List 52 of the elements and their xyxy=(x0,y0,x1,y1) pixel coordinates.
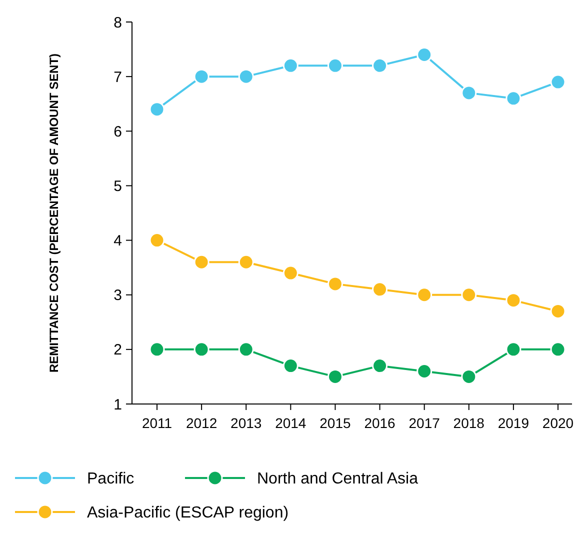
x-tick-label: 2020 xyxy=(542,415,574,431)
y-tick-label: 1 xyxy=(114,396,122,414)
point xyxy=(194,342,210,358)
point xyxy=(327,276,343,292)
point xyxy=(416,46,432,62)
point xyxy=(282,58,298,74)
point xyxy=(416,364,432,380)
x-tick-label: 2012 xyxy=(186,415,218,431)
point xyxy=(461,368,477,384)
point xyxy=(461,85,477,101)
legend-label: Pacific xyxy=(87,470,134,488)
point xyxy=(372,282,388,298)
point xyxy=(506,90,522,106)
x-tick-label: 2013 xyxy=(230,415,262,431)
x-tick-label: 2014 xyxy=(275,415,306,431)
point xyxy=(149,342,165,358)
x-tick-label: 2015 xyxy=(320,415,352,431)
legend-label: Asia-Pacific (ESCAP region) xyxy=(87,504,289,522)
point xyxy=(550,74,566,90)
legend-label: North and Central Asia xyxy=(257,470,418,488)
point xyxy=(149,232,165,248)
point xyxy=(327,368,343,384)
point xyxy=(327,58,343,74)
point xyxy=(372,358,388,374)
y-tick-label: 8 xyxy=(114,14,122,32)
x-tick-label: 2018 xyxy=(453,415,485,431)
point xyxy=(282,265,298,281)
y-tick-label: 2 xyxy=(114,342,122,359)
point xyxy=(461,287,477,303)
point xyxy=(194,68,210,84)
point xyxy=(416,287,432,303)
point xyxy=(282,358,298,374)
y-tick-label: 3 xyxy=(114,287,122,304)
x-tick-label: 2019 xyxy=(498,415,530,431)
point xyxy=(238,68,254,84)
point xyxy=(506,342,522,358)
point xyxy=(550,342,566,358)
y-tick-label: 7 xyxy=(114,68,122,86)
point xyxy=(550,303,566,319)
x-tick-label: 2011 xyxy=(142,415,172,431)
point xyxy=(238,342,254,358)
y-tick-label: 4 xyxy=(114,232,122,250)
x-tick-label: 2017 xyxy=(408,415,440,431)
y-tick-label: 5 xyxy=(114,178,122,195)
y-axis-title: REMITTANCE COST (PERCENTAGE OF AMOUNT SENT) xyxy=(47,53,61,373)
point xyxy=(194,254,210,270)
point xyxy=(506,292,522,308)
y-tick-label: 6 xyxy=(114,123,122,140)
point xyxy=(149,102,165,118)
point xyxy=(238,254,254,270)
point xyxy=(372,58,388,74)
x-tick-label: 2016 xyxy=(364,415,396,431)
